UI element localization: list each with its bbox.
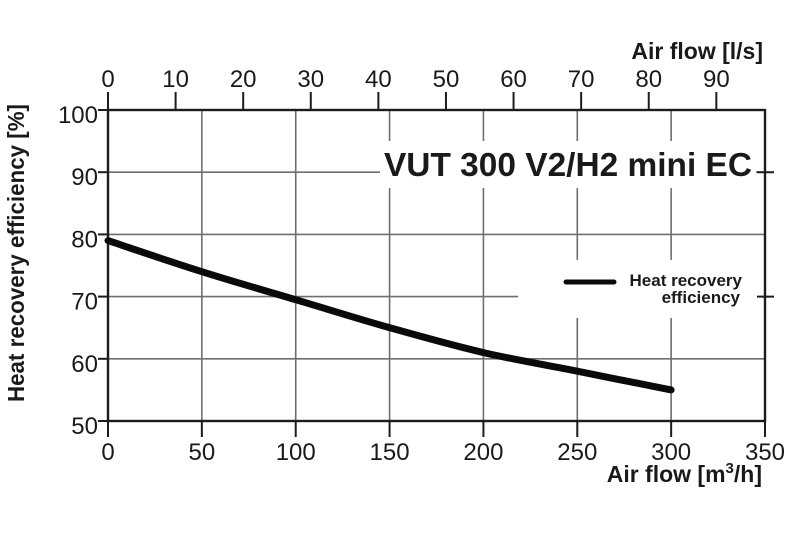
x-tick-label: 100 [276,439,316,466]
top-tick-label: 30 [297,66,324,93]
x-tick-label: 50 [189,439,216,466]
plot-border [106,108,767,423]
y-tick-label: 80 [71,226,98,253]
x-tick-label: 350 [745,439,785,466]
bottom-axis-label-pre: Air flow [m [607,461,726,487]
title-background [380,141,756,188]
top-tick-label: 20 [230,66,257,93]
top-tick-label: 90 [703,66,730,93]
legend: Heat recovery efficiency [563,271,743,307]
top-tick-label: 70 [568,66,595,93]
left-axis-label: Heat recovery efficiency [%] [3,104,29,402]
y-tick-label: 100 [58,102,98,129]
top-tick-label: 80 [635,66,662,93]
x-tick-label: 0 [101,439,114,466]
y-tick-label: 60 [71,351,98,378]
legend-label-line2: efficiency [662,288,741,307]
x-tick-label: 200 [463,439,503,466]
top-tick-label: 60 [500,66,527,93]
top-tick-label: 50 [433,66,460,93]
top-tick-label: 0 [101,66,114,93]
x-tick-label: 250 [557,439,597,466]
x-tick-label: 300 [651,439,691,466]
y-tick-label: 70 [71,289,98,316]
bottom-axis-label-sup: 3 [726,460,734,477]
top-tick-label: 10 [162,66,189,93]
top-axis-label: Air flow [l/s] [631,38,763,64]
x-tick-label: 150 [370,439,410,466]
y-tick-label: 50 [71,413,98,440]
bottom-axis-label: Air flow [m3/h] [607,460,762,487]
top-tick-label: 40 [365,66,392,93]
y-tick-label: 90 [71,164,98,191]
chart-title: VUT 300 V2/H2 mini EC [384,146,752,183]
legend-background [518,260,762,318]
legend-label-line1: Heat recovery [630,271,743,290]
bottom-axis-label-post: /h] [734,461,762,487]
axis-ticks [98,92,774,437]
efficiency-curve [104,237,675,394]
